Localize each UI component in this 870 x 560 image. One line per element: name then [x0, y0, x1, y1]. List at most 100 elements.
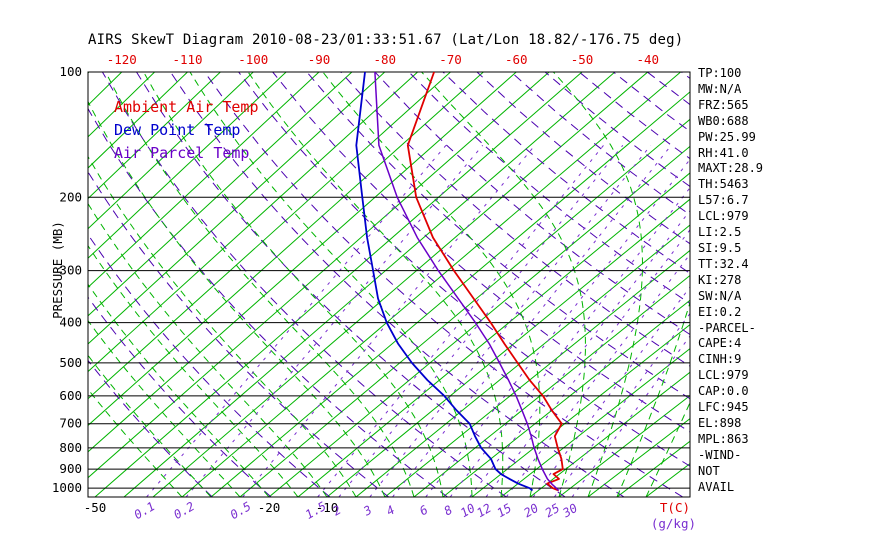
moist-adiabat-line	[88, 354, 212, 497]
isotherm-line	[413, 274, 690, 497]
pressure-tick-label: 100	[59, 64, 82, 79]
stat-line: NOT	[698, 463, 720, 478]
mixing-ratio-tick-label: 10	[458, 501, 478, 520]
mixing-ratio-tick-label: 0.5	[228, 499, 254, 522]
stat-line: CINH:9	[698, 352, 742, 367]
isotherm-line	[0, 72, 56, 497]
dry-adiabat-line	[204, 72, 684, 497]
pressure-tick-label: 800	[59, 440, 82, 455]
stat-line: -WIND-	[698, 447, 742, 462]
stat-line: LCL:979	[698, 209, 749, 224]
isotherm-line	[88, 72, 188, 169]
mixing-ratio-tick-label: 2	[330, 503, 343, 519]
mixing-ratio-tick-label: 25	[543, 501, 563, 520]
top-temp-tick-label: -50	[571, 52, 594, 67]
isotherm-line	[88, 72, 517, 453]
mixing-ratio-tick-label: 30	[560, 501, 580, 521]
stat-line: TP:100	[698, 66, 742, 80]
top-temp-tick-label: -60	[505, 52, 528, 67]
stat-line: AVAIL	[698, 479, 735, 494]
mixing-ratio-tick-label: 8	[442, 503, 455, 519]
isotherm-line	[88, 72, 353, 317]
stat-line: MPL:863	[698, 431, 749, 446]
stats-panel: TP:100 MW:N/A FRZ:565 WB0:688 PW:25.99 RH:41.…	[698, 66, 870, 495]
parcel-temp-curve	[374, 72, 560, 492]
legend-air-parcel-temp: Air Parcel Temp	[114, 144, 250, 162]
dry-adiabat-line	[88, 107, 448, 497]
dry-adiabat-line	[136, 72, 566, 497]
moist-adiabat-line	[88, 100, 386, 497]
dry-adiabat-line	[88, 296, 272, 497]
mixing-ratio-tick-label: 3	[360, 503, 374, 519]
moist-adiabat-line	[247, 72, 504, 497]
isotherm-line	[268, 145, 690, 497]
legend-dew-point-temp: Dew Point Temp	[114, 121, 241, 139]
pressure-tick-label: 500	[59, 355, 82, 370]
stat-line: LI:2.5	[698, 225, 742, 240]
moist-adiabat-line	[88, 244, 299, 497]
stat-line: SI:9.5	[698, 240, 742, 255]
dry-adiabat-line	[340, 72, 690, 367]
stat-line: LCL:979	[698, 368, 749, 383]
legend: Ambient Air Temp Dew Point Temp Air Parc…	[114, 96, 259, 165]
top-temp-tick-label: -90	[308, 52, 331, 67]
mixing-ratio-line	[317, 144, 604, 497]
pressure-tick-label: 400	[59, 315, 82, 330]
stat-line: -PARCEL-	[698, 320, 756, 335]
mixing-ratio-tick-label: 20	[521, 501, 541, 520]
dry-adiabat-line	[374, 72, 690, 336]
pressure-tick-label: 300	[59, 263, 82, 278]
dry-adiabat-line	[101, 72, 507, 497]
isotherm-line	[88, 72, 550, 479]
isotherm-line	[239, 118, 690, 497]
sounding-curves	[355, 72, 564, 492]
bottom-temp-tick-label: -10	[316, 500, 339, 515]
mixing-ratio-tick-label: 6	[417, 503, 430, 519]
dry-adiabat-line	[306, 72, 690, 400]
isotherm-line	[123, 72, 616, 497]
top-temp-tick-label: -100	[238, 52, 268, 67]
pressure-tick-label: 200	[59, 189, 82, 204]
top-temp-tick-label: -80	[373, 52, 396, 67]
moist-adiabat-line	[88, 319, 241, 497]
isotherm-line	[152, 72, 649, 497]
pressure-tick-label: 600	[59, 388, 82, 403]
isotherm-line	[88, 72, 418, 373]
stat-line: PW:25.99	[698, 129, 756, 144]
mixing-ratio-tick-label: 0.1	[132, 499, 158, 522]
stat-line: MW:N/A	[698, 81, 742, 96]
mixing-ratio-line	[369, 144, 652, 497]
isotherm-line	[88, 72, 221, 200]
mixing-ratio-tick-label: 4	[384, 503, 397, 519]
moist-adiabat-line	[143, 72, 444, 497]
moist-adiabat-line	[88, 202, 328, 497]
stat-line: WB0:688	[698, 113, 749, 128]
dry-adiabat-line	[88, 233, 331, 497]
moist-adiabat-line	[421, 72, 586, 497]
mixing-ratio-line	[338, 144, 624, 497]
pressure-tick-label: 900	[59, 461, 82, 476]
bottom-temp-tick-label: -20	[258, 500, 281, 515]
isotherm-line	[181, 72, 681, 497]
moist-adiabat-line	[553, 72, 644, 497]
pressure-axis-label: PRESSURE (MB)	[50, 221, 65, 319]
dry-adiabat-line	[88, 170, 390, 497]
isotherm-line	[326, 198, 690, 497]
stat-line: TH:5463	[698, 177, 749, 192]
stat-line: SW:N/A	[698, 288, 742, 303]
pressure-tick-label: 700	[59, 416, 82, 431]
stat-line: CAP:0.0	[698, 384, 749, 399]
stat-line: RH:41.0	[698, 145, 749, 160]
plot-border	[87, 71, 691, 498]
isotherm-line	[529, 371, 690, 497]
isotherm-line	[94, 72, 583, 497]
stat-line: EL:898	[698, 415, 742, 430]
top-temp-tick-label: -70	[439, 52, 462, 67]
isotherm-line	[500, 347, 690, 497]
ambient-temp-curve	[406, 72, 564, 492]
stat-line: EI:0.2	[698, 304, 742, 319]
stat-line: LFC:945	[698, 400, 749, 415]
isotherm-line	[88, 72, 386, 345]
bottom-temp-tick-label: -50	[84, 500, 107, 515]
